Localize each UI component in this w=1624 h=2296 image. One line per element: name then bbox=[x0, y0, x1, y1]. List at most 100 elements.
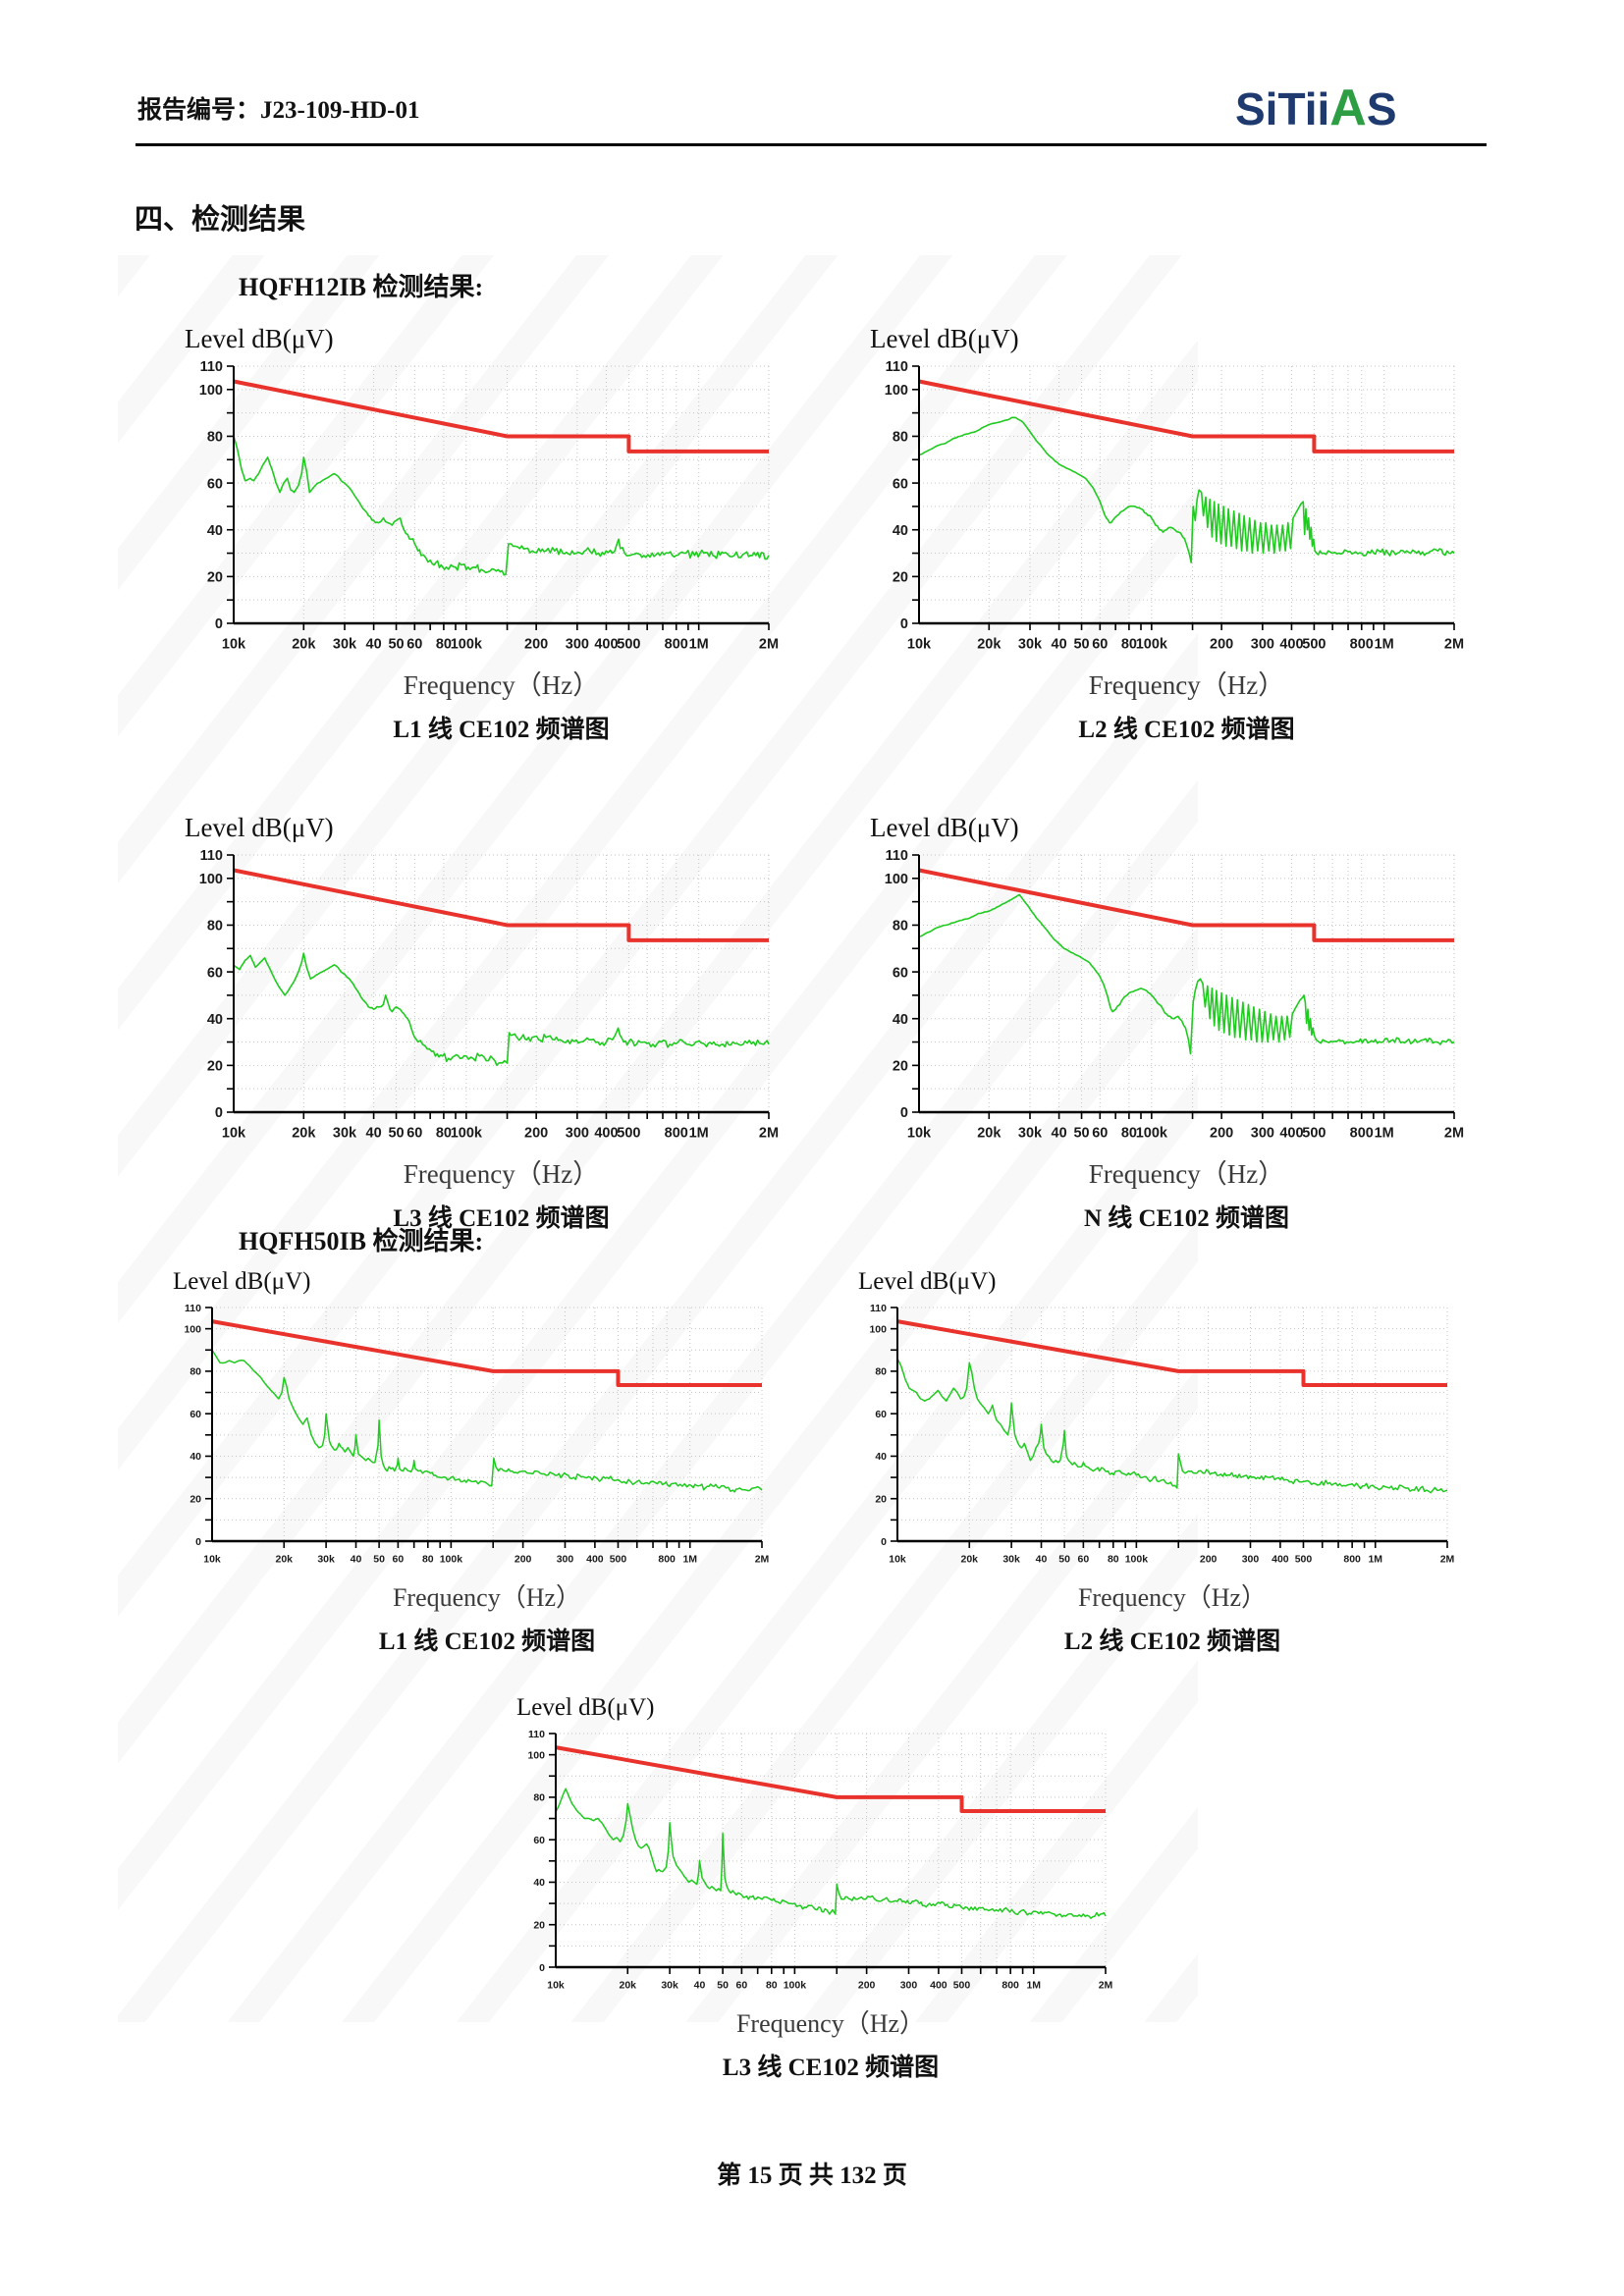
svg-text:100: 100 bbox=[184, 1323, 201, 1335]
group-heading-hqfh50ib: HQFH50IB 检测结果: bbox=[239, 1227, 484, 1255]
chart-axes bbox=[205, 1307, 763, 1548]
chart-x-axis-title: Frequency（Hz） bbox=[1077, 1583, 1268, 1612]
svg-text:300: 300 bbox=[566, 1126, 589, 1142]
svg-text:100: 100 bbox=[199, 383, 223, 399]
series-measurement bbox=[211, 1349, 763, 1493]
svg-text:80: 80 bbox=[436, 1126, 452, 1142]
svg-text:500: 500 bbox=[953, 1980, 971, 1992]
svg-text:20k: 20k bbox=[977, 1126, 1001, 1142]
svg-text:20: 20 bbox=[893, 1059, 908, 1075]
svg-text:800: 800 bbox=[1350, 637, 1374, 653]
svg-text:300: 300 bbox=[1251, 637, 1274, 653]
series-CE102-limit bbox=[233, 868, 769, 942]
svg-text:50: 50 bbox=[373, 1554, 385, 1566]
svg-text:100k: 100k bbox=[1136, 637, 1168, 653]
svg-text:20: 20 bbox=[207, 570, 223, 586]
svg-text:400: 400 bbox=[1279, 1126, 1303, 1142]
svg-text:60: 60 bbox=[189, 1409, 201, 1420]
svg-text:60: 60 bbox=[893, 965, 908, 981]
svg-text:300: 300 bbox=[566, 637, 589, 653]
svg-text:20: 20 bbox=[207, 1059, 223, 1075]
svg-text:50: 50 bbox=[388, 1126, 404, 1142]
svg-text:100: 100 bbox=[199, 872, 223, 887]
report-number: 报告编号：J23-109-HD-01 bbox=[137, 97, 420, 124]
svg-text:80: 80 bbox=[875, 1366, 887, 1378]
svg-text:30k: 30k bbox=[333, 637, 357, 653]
header-rule bbox=[135, 143, 1487, 146]
svg-text:100: 100 bbox=[527, 1749, 545, 1761]
svg-text:80: 80 bbox=[766, 1980, 778, 1992]
svg-text:80: 80 bbox=[1121, 637, 1137, 653]
spectrum-chart-hqfh12ib-l1: Level dB(μV) 0 20 40 60 80 100 110 10k 20k 30k 40 50… bbox=[177, 324, 825, 745]
svg-text:60: 60 bbox=[406, 1126, 422, 1142]
svg-text:2M: 2M bbox=[759, 1126, 779, 1142]
svg-text:40: 40 bbox=[1052, 1126, 1067, 1142]
chart-axes bbox=[549, 1733, 1107, 1974]
svg-text:80: 80 bbox=[893, 430, 908, 446]
svg-text:10k: 10k bbox=[222, 1126, 246, 1142]
series-measurement bbox=[918, 416, 1455, 563]
chart-caption: L3 线 CE102 频谱图 bbox=[393, 1205, 610, 1232]
chart-y-axis-title: Level dB(μV) bbox=[516, 1694, 655, 1721]
svg-text:40: 40 bbox=[207, 523, 223, 539]
chart-y-axis-title: Level dB(μV) bbox=[173, 1268, 311, 1295]
svg-text:60: 60 bbox=[1092, 1126, 1108, 1142]
svg-text:40: 40 bbox=[366, 637, 382, 653]
svg-text:2M: 2M bbox=[1099, 1980, 1113, 1992]
svg-text:0: 0 bbox=[539, 1962, 545, 1974]
svg-text:20k: 20k bbox=[960, 1554, 978, 1566]
chart-grid bbox=[556, 1733, 1107, 1967]
svg-text:40: 40 bbox=[1052, 637, 1067, 653]
svg-text:20: 20 bbox=[189, 1494, 201, 1506]
svg-text:500: 500 bbox=[610, 1554, 627, 1566]
svg-text:0: 0 bbox=[881, 1536, 887, 1548]
series-CE102-limit bbox=[896, 1319, 1447, 1387]
svg-text:0: 0 bbox=[215, 1105, 223, 1121]
svg-text:60: 60 bbox=[736, 1980, 748, 1992]
svg-text:80: 80 bbox=[893, 919, 908, 934]
chart-axes bbox=[227, 365, 770, 630]
svg-text:100k: 100k bbox=[451, 1126, 483, 1142]
svg-text:200: 200 bbox=[524, 637, 548, 653]
svg-text:800: 800 bbox=[665, 1126, 688, 1142]
svg-text:110: 110 bbox=[870, 1303, 887, 1314]
svg-text:20k: 20k bbox=[275, 1554, 293, 1566]
page-footer: 第 15 页 共 132 页 bbox=[717, 2163, 907, 2189]
svg-text:20: 20 bbox=[893, 570, 908, 586]
svg-text:2M: 2M bbox=[1444, 1126, 1464, 1142]
svg-text:100k: 100k bbox=[451, 637, 483, 653]
chart-axes bbox=[891, 1307, 1448, 1548]
svg-text:80: 80 bbox=[189, 1366, 201, 1378]
svg-text:30k: 30k bbox=[333, 1126, 357, 1142]
svg-text:30k: 30k bbox=[661, 1980, 678, 1992]
chart-axes bbox=[912, 854, 1455, 1119]
svg-text:1M: 1M bbox=[689, 1126, 709, 1142]
group-heading-hqfh12ib: HQFH12IB 检测结果: bbox=[239, 273, 484, 301]
svg-text:40: 40 bbox=[189, 1451, 201, 1463]
svg-text:2M: 2M bbox=[759, 637, 779, 653]
svg-text:80: 80 bbox=[1108, 1554, 1119, 1566]
svg-text:50: 50 bbox=[1058, 1554, 1070, 1566]
svg-text:400: 400 bbox=[930, 1980, 947, 1992]
chart-caption: L1 线 CE102 频谱图 bbox=[378, 1629, 596, 1655]
svg-text:10k: 10k bbox=[547, 1980, 565, 1992]
svg-text:400: 400 bbox=[594, 637, 618, 653]
chart-caption: L2 线 CE102 频谱图 bbox=[1078, 717, 1295, 743]
chart-x-axis-title: Frequency（Hz） bbox=[403, 670, 600, 700]
svg-text:50: 50 bbox=[717, 1980, 729, 1992]
section-title: 四、检测结果 bbox=[135, 204, 306, 236]
svg-text:20: 20 bbox=[875, 1494, 887, 1506]
svg-text:40: 40 bbox=[875, 1451, 887, 1463]
svg-text:400: 400 bbox=[1279, 637, 1303, 653]
svg-text:400: 400 bbox=[594, 1126, 618, 1142]
chart-axes bbox=[912, 365, 1455, 630]
